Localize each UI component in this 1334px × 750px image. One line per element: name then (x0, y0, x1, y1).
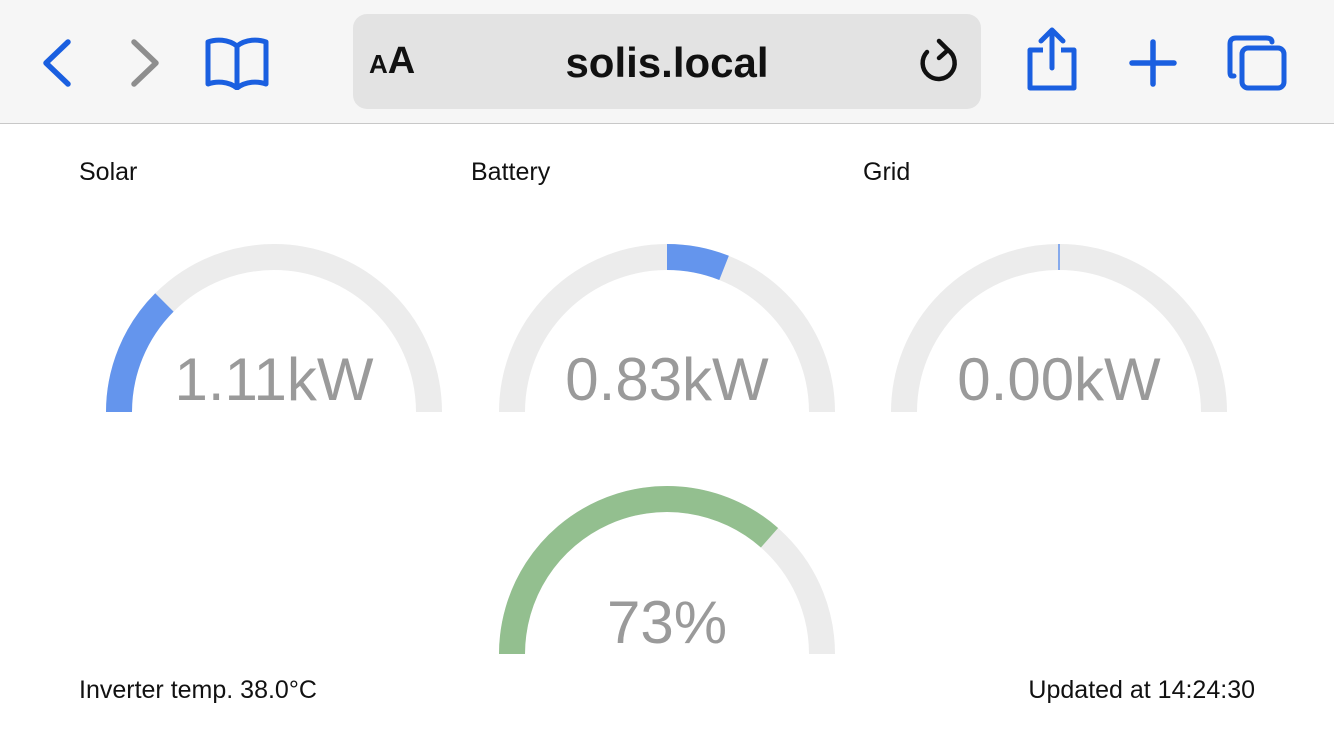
last-updated: Updated at 14:24:30 (1028, 676, 1255, 704)
solar-power-value: 1.11kW (174, 346, 374, 413)
battery-charge-gauge (499, 486, 835, 655)
text-size-large-label: A (387, 40, 416, 82)
battery-gauge (499, 244, 835, 413)
battery-charge-value: 73% (606, 589, 728, 656)
battery-gauge-fill (666, 244, 729, 281)
text-size-button[interactable]: AA (369, 14, 415, 109)
share-icon[interactable] (1024, 26, 1080, 92)
solar-label: Solar (79, 158, 138, 186)
grid-power-value: 0.00kW (957, 346, 1161, 413)
forward-chevron-icon[interactable] (126, 38, 164, 88)
url-text[interactable]: solis.local (565, 39, 769, 86)
reload-icon[interactable] (915, 36, 961, 86)
browser-toolbar: AA solis.local (0, 0, 1334, 124)
back-chevron-icon[interactable] (38, 38, 76, 88)
grid-gauge (891, 244, 1227, 413)
bookmarks-book-icon[interactable] (204, 36, 270, 90)
inverter-temperature: Inverter temp. 38.0°C (79, 676, 317, 704)
grid-label: Grid (863, 158, 911, 186)
tabs-icon[interactable] (1226, 34, 1288, 92)
battery-label: Battery (471, 158, 551, 186)
battery-charge-gauge-fill (499, 486, 779, 655)
battery-power-value: 0.83kW (565, 346, 769, 413)
address-bar[interactable]: AA solis.local (353, 14, 981, 109)
battery-gauge-track (499, 244, 835, 413)
new-tab-plus-icon[interactable] (1128, 38, 1178, 88)
text-size-small-label: A (369, 49, 388, 79)
solar-gauge-fill (106, 293, 174, 413)
solar-gauge (106, 244, 442, 413)
